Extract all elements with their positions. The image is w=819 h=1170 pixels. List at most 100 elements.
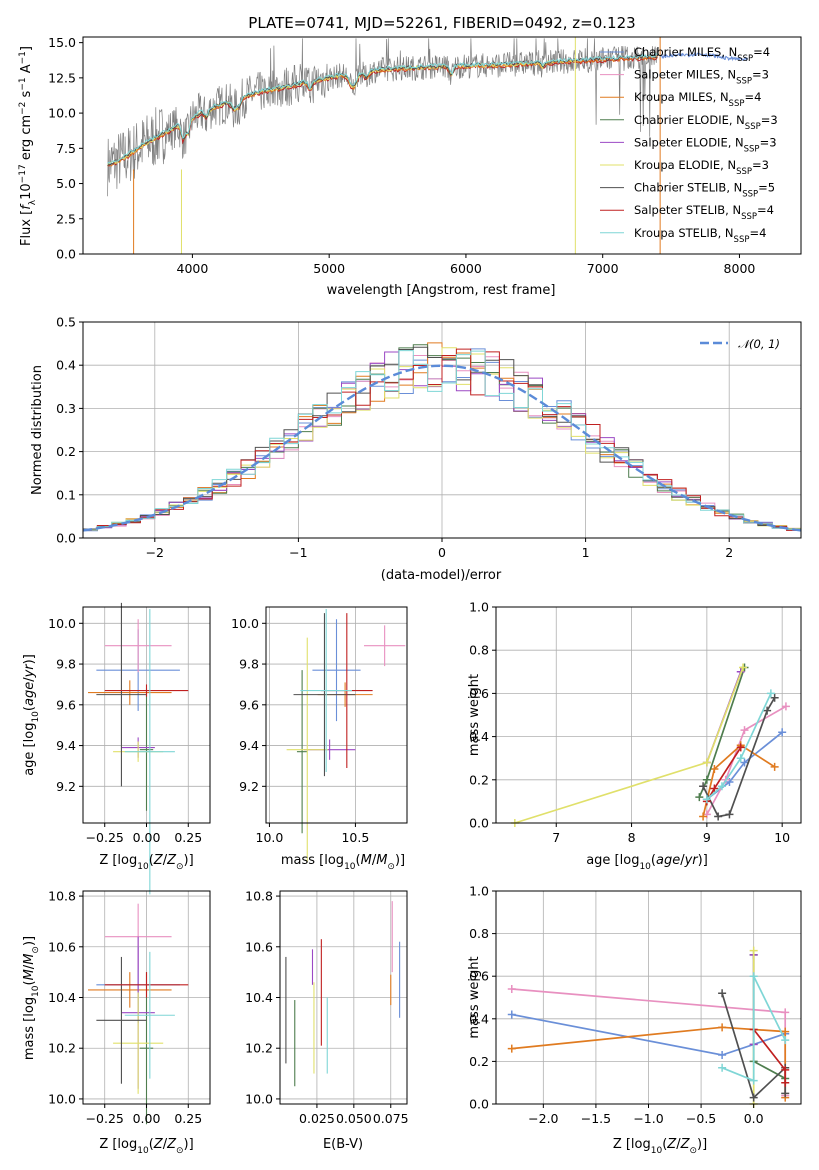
series-marker	[725, 810, 734, 819]
series-kroupa-stelib	[718, 972, 790, 1085]
y-axis-label: mass weight	[467, 674, 482, 756]
y-tick-label: 0.8	[469, 643, 489, 658]
errorbar-chabrier-elodie	[139, 688, 154, 811]
y-tick-label: 0.3	[56, 401, 76, 416]
plot-area	[285, 901, 401, 1087]
plot-area	[510, 663, 790, 827]
errorbar-salpeter-stelib	[104, 684, 189, 697]
series-marker	[507, 984, 516, 993]
errorbar-salpeter-stelib	[104, 972, 189, 998]
x-axis-label: (data-model)/error	[381, 568, 502, 583]
series-kroupa-stelib	[702, 689, 775, 804]
plot-area	[286, 609, 406, 862]
axes-frame: −0.25 0.00 0.25 10.0 10.2 10.4 10.6 10.8 Z [log1…	[22, 889, 211, 1156]
y-tick-label: 9.6	[239, 697, 259, 712]
axes-border	[265, 606, 408, 824]
legend-label-gaussian: 𝒩(0, 1)	[738, 337, 780, 351]
series-line	[702, 744, 776, 817]
y-tick-label: 0.0	[469, 1097, 489, 1112]
y-tick-label: 10.4	[48, 990, 76, 1005]
y-tick-label: 10.6	[245, 939, 273, 954]
y-tick-label: 10.8	[48, 889, 76, 904]
axes-frame: 0.025 0.050 0.075 10.0 10.2 10.4 10.6 10.8 E(B-V…	[245, 889, 408, 1152]
y-tick-label: 0.5	[56, 315, 76, 330]
y-tick-label: 15.0	[48, 35, 76, 50]
residual-histogram-salpeter-stelib	[83, 348, 801, 531]
errorbar-kroupa-stelib	[124, 609, 175, 895]
y-tick-label: 0.8	[469, 926, 489, 941]
y-tick-label: 9.4	[239, 738, 259, 753]
axes-border	[82, 36, 802, 255]
legend-label-chabrier-elodie: Chabrier ELODIE, NSSP=3	[634, 113, 778, 132]
y-tick-label: 10.0	[48, 1091, 76, 1106]
series-marker	[763, 706, 772, 715]
y-tick-label: 0.6	[469, 969, 489, 984]
axes-border	[495, 606, 802, 824]
series-marker	[770, 693, 779, 702]
errorbar-chabrier-miles	[312, 619, 361, 722]
errorbar-chabrier-stelib	[96, 956, 147, 1084]
series-marker	[740, 758, 749, 767]
plot-area	[507, 946, 790, 1108]
series-marker	[749, 1093, 758, 1102]
x-tick-label: 0	[438, 545, 446, 560]
errorbar-salpeter-miles	[104, 619, 172, 673]
series-marker	[714, 812, 723, 821]
y-tick-label: 10.0	[48, 106, 76, 121]
chart-6: −0.25 0.00 0.25 10.0 10.2 10.4 10.6 10.8 Z [log1…	[22, 889, 211, 1156]
model-spectrum-red-tail	[659, 51, 749, 62]
errorbar-chabrier-stelib	[293, 613, 356, 777]
x-tick-label: 10.0	[256, 830, 284, 845]
series-marker	[699, 812, 708, 821]
y-tick-label: 0.2	[469, 772, 489, 787]
errorbar-kroupa-miles	[88, 680, 172, 705]
chart-4: 10.0 10.5 9.2 9.4 9.6 9.8 10.0 mass [log10(M/M⊙…	[231, 606, 408, 872]
x-tick-label: −2	[146, 545, 164, 560]
errorbar-chabrier-elodie	[296, 670, 308, 834]
figure-title: PLATE=0741, MJD=52261, FIBERID=0492, z=0…	[248, 14, 635, 32]
gaussian-curve	[82, 364, 802, 532]
x-axis-label: mass [log10(M/M⊙)]	[281, 853, 405, 872]
legend-label-chabrier-stelib: Chabrier STELIB, NSSP=5	[634, 181, 775, 200]
x-tick-label: 2	[725, 545, 733, 560]
legend-label-chabrier-miles: Chabrier MILES, NSSP=4	[634, 45, 770, 64]
series-marker	[718, 1051, 727, 1060]
x-tick-label: 8	[628, 830, 636, 845]
x-tick-label: −0.5	[686, 1111, 716, 1126]
y-tick-label: 1.0	[469, 884, 489, 899]
y-tick-label: 9.2	[56, 779, 76, 794]
legend-label-salpeter-stelib: Salpeter STELIB, NSSP=4	[634, 203, 774, 222]
chart-3: −0.25 0.00 0.25 9.2 9.4 9.6 9.8 10.0 Z [log10(Z/…	[22, 602, 211, 895]
x-tick-label: 0.025	[299, 1111, 335, 1126]
axes-frame: 10.0 10.5 9.2 9.4 9.6 9.8 10.0 mass [log10(M/M⊙…	[231, 606, 408, 872]
x-tick-label: 0.00	[133, 1111, 161, 1126]
x-tick-label: 7000	[587, 261, 619, 276]
series-marker	[739, 663, 748, 672]
x-axis-label: wavelength [Angstrom, rest frame]	[327, 283, 556, 298]
y-axis-label: mass weight	[467, 956, 482, 1038]
y-tick-label: 0.1	[56, 487, 76, 502]
y-tick-label: 0.0	[469, 816, 489, 831]
series-marker	[749, 1076, 758, 1085]
y-tick-label: 0.2	[469, 1054, 489, 1069]
y-tick-label: 10.2	[245, 1041, 273, 1056]
series-marker	[718, 1023, 727, 1032]
y-tick-label: 10.0	[231, 616, 259, 631]
errorbar-chabrier-stelib	[96, 602, 147, 787]
series-marker	[507, 1010, 516, 1019]
x-tick-label: 9	[703, 830, 711, 845]
y-tick-label: 0.4	[469, 729, 489, 744]
x-axis-label: Z [log10(Z/Z⊙)]	[99, 853, 193, 872]
errorbar-salpeter-miles	[364, 625, 406, 667]
errorbar-kroupa-miles	[88, 972, 172, 1008]
x-tick-label: 0.00	[133, 830, 161, 845]
axes-frame: 7 8 9 10 0.0 0.2 0.4 0.6 0.8 1.0 age [log10(age/yr…	[467, 600, 802, 872]
x-axis-label: age [log10(age/yr)]	[586, 853, 708, 872]
series-line	[753, 1028, 787, 1083]
x-tick-label: −2.0	[528, 1111, 558, 1126]
series-marker	[778, 728, 787, 737]
y-tick-label: 1.0	[469, 600, 489, 615]
y-tick-label: 10.0	[48, 616, 76, 631]
y-tick-label: 2.5	[56, 211, 76, 226]
y-axis-label: Flux [fλ10−17 erg cm−2 s−1 A−1]	[18, 46, 38, 246]
